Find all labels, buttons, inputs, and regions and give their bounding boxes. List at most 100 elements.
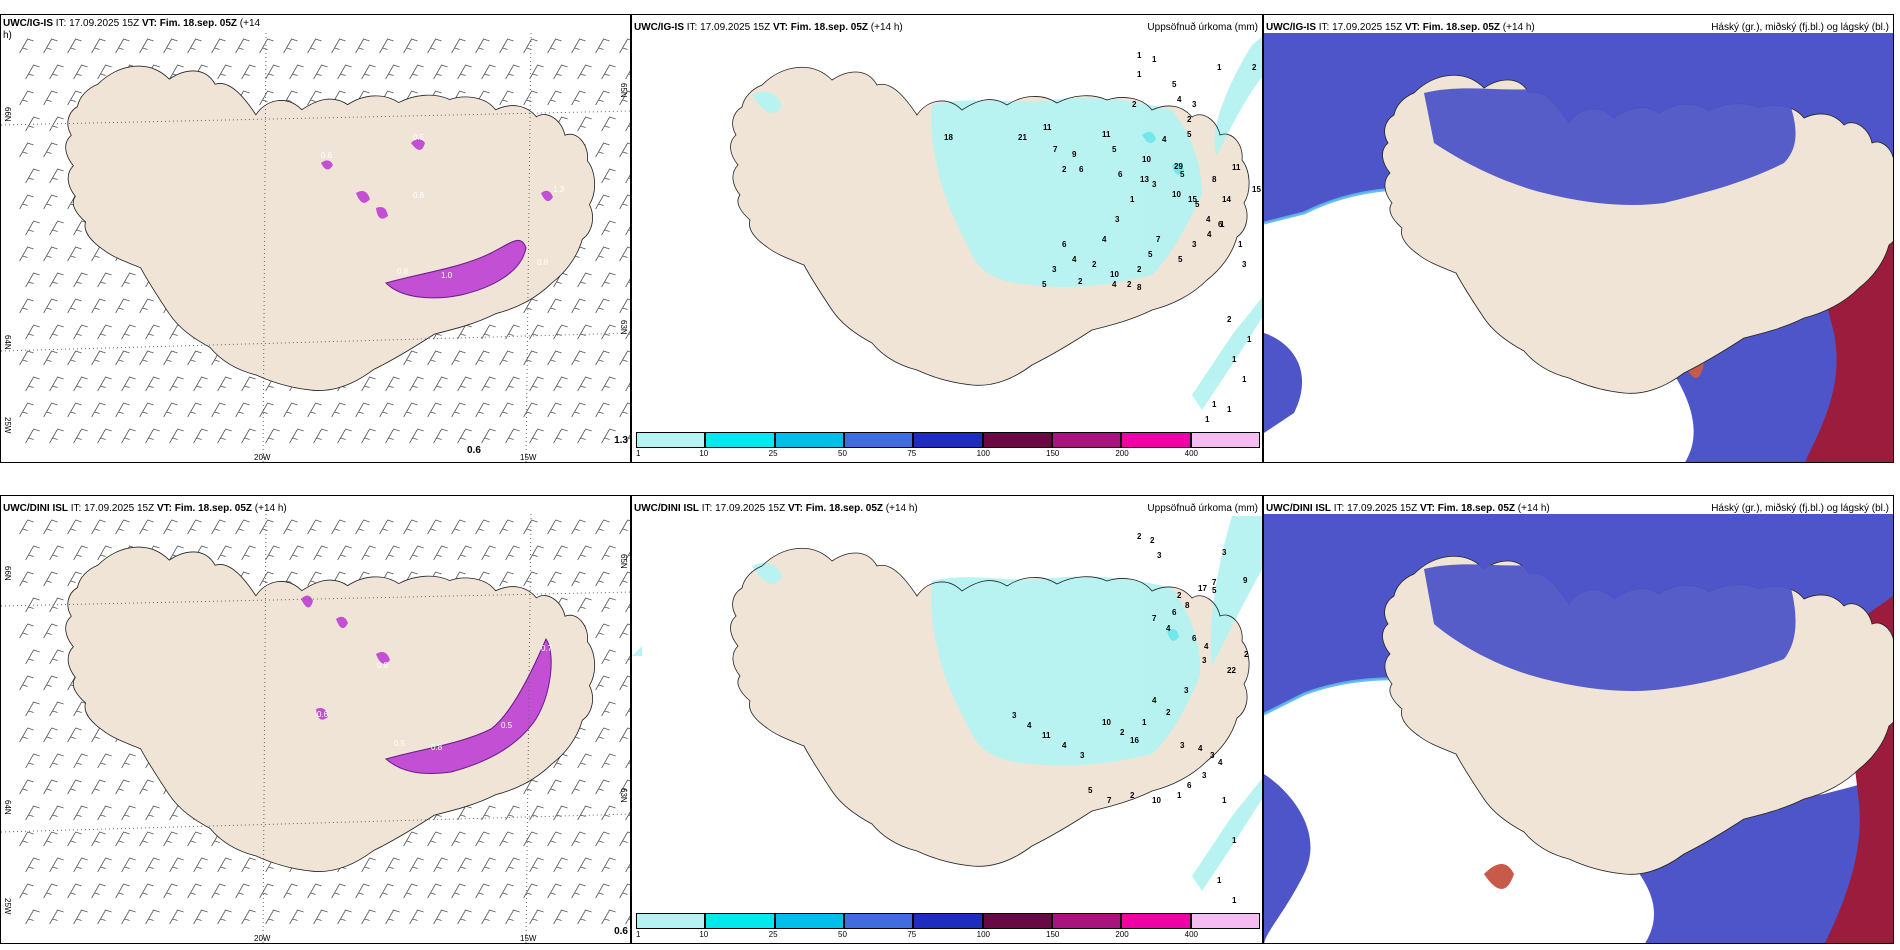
wind-barb [601, 909, 616, 925]
wind-barb [385, 857, 400, 873]
wind-barb [595, 38, 610, 54]
wind-barb [427, 519, 442, 535]
init-time: IT: 17.09.2025 15Z [699, 503, 788, 514]
wind-barb [547, 350, 562, 366]
wind-barb [67, 38, 82, 54]
precip-value: 2 [1132, 100, 1137, 109]
snow-value: 0.5 [413, 133, 425, 142]
wind-barb [25, 805, 40, 821]
wind-barb [595, 519, 610, 535]
precip-value: 6 [1079, 165, 1084, 174]
model-name: UWC/DINI ISL [3, 503, 68, 514]
wind-barb [505, 857, 520, 873]
wind-barb [601, 272, 616, 288]
wind-barb [625, 759, 630, 769]
wind-barb [73, 272, 88, 288]
wind-barb [577, 909, 592, 925]
wind-barb [553, 909, 568, 925]
precip-value: 8 [1137, 283, 1142, 292]
wind-barb [49, 428, 64, 444]
precip-value: 1 [1227, 405, 1232, 414]
precip-value: 6 [1172, 608, 1177, 617]
wind-barb [553, 428, 568, 444]
wind-barb [43, 90, 58, 106]
wind-barb [217, 64, 232, 80]
precip-value: 3 [1222, 548, 1227, 557]
precip-value: 1 [1217, 876, 1222, 885]
precip-value: 3 [1180, 741, 1185, 750]
wind-barb [481, 545, 496, 561]
precip-value: 4 [1102, 235, 1107, 244]
wind-barb [385, 909, 400, 925]
wind-barb [547, 831, 562, 847]
wind-barb [19, 623, 34, 639]
wind-barb [523, 402, 538, 418]
wind-barb [115, 519, 130, 535]
wind-barb [499, 831, 514, 847]
precip-value: 6 [1187, 781, 1192, 790]
wind-barb [187, 402, 202, 418]
wind-barb [49, 272, 64, 288]
wind-barb [19, 402, 34, 418]
wind-barb [625, 70, 630, 80]
lon-label: 20W [254, 934, 271, 943]
precip-value: 9 [1243, 576, 1248, 585]
wind-snow-map [1, 33, 630, 462]
wind-barb [475, 38, 490, 54]
precip-value: 1 [1232, 355, 1237, 364]
wind-barb [265, 545, 280, 561]
colorbar-swatch [1052, 432, 1122, 448]
lead-time: (+14 [237, 18, 261, 29]
wind-barb [25, 64, 40, 80]
precip-value: 10 [1152, 796, 1161, 805]
wind-barb [67, 298, 82, 314]
precip-map [730, 36, 1262, 410]
wind-barb [43, 831, 58, 847]
wind-barb [139, 298, 154, 314]
wind-barb [43, 298, 58, 314]
colorbar-swatch [844, 913, 914, 929]
colorbar-tick: 25 [768, 449, 778, 458]
wind-barb [571, 298, 586, 314]
model-name: UWC/IG-IS [634, 22, 684, 33]
wind-barb [619, 831, 630, 847]
lead-time: (+14 h) [1500, 22, 1535, 33]
wind-barb [115, 38, 130, 54]
wind-barb [595, 675, 610, 691]
wind-barb [379, 519, 394, 535]
wind-barb [361, 545, 376, 561]
wind-barb [577, 597, 592, 613]
wind-barb [427, 831, 442, 847]
wind-barb [217, 376, 232, 392]
wind-barb [529, 428, 544, 444]
precip-value: 8 [1185, 601, 1190, 610]
wind-barb [67, 831, 82, 847]
wind-barb [49, 64, 64, 80]
wind-barb [595, 623, 610, 639]
wind-barb [169, 428, 184, 444]
precip-value: 22 [1227, 666, 1236, 675]
wind-barb [505, 64, 520, 80]
wind-barb [481, 376, 496, 392]
precip-value: 2 [1227, 315, 1232, 324]
wind-barb [187, 883, 202, 899]
wind-barb [91, 298, 106, 314]
wind-barb [505, 909, 520, 925]
wind-barb [163, 402, 178, 418]
wind-barb [529, 545, 544, 561]
wind-barb [577, 428, 592, 444]
precip-value: 10 [1142, 155, 1151, 164]
precip-value: 4 [1062, 741, 1067, 750]
colorbar-swatch [1190, 913, 1260, 929]
wind-barb [163, 883, 178, 899]
wind-barb [361, 857, 376, 873]
precip-value: 1 [1242, 375, 1247, 384]
wind-barb [619, 90, 630, 106]
wind-barb [403, 38, 418, 54]
wind-barb [571, 779, 586, 795]
precip-value: 3 [1210, 751, 1215, 760]
wind-barb [307, 883, 322, 899]
lead-time: (+14 h) [868, 22, 903, 33]
wind-barb [331, 519, 346, 535]
wind-barb [49, 597, 64, 613]
